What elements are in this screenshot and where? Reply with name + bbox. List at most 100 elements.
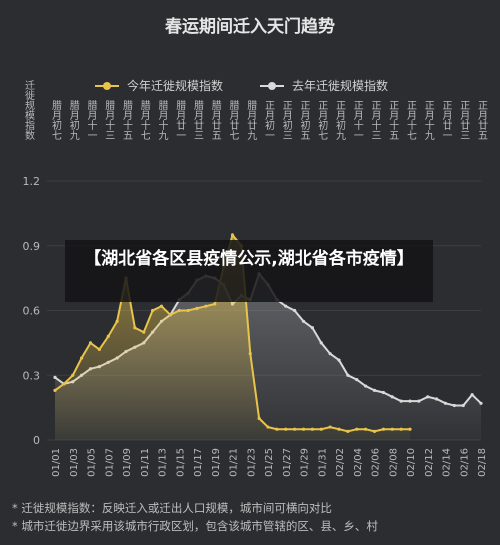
- point: [381, 390, 385, 395]
- point: [284, 304, 288, 308]
- point: [71, 373, 75, 377]
- point: [293, 308, 297, 313]
- point: [88, 341, 93, 345]
- point: [53, 375, 57, 380]
- point: [328, 352, 332, 356]
- x-tick-label: 02/08: [388, 448, 399, 477]
- x-tick-label: 02/06: [371, 448, 382, 477]
- legend-marker: [103, 82, 111, 90]
- point: [310, 326, 314, 330]
- point: [168, 313, 172, 317]
- point: [159, 304, 164, 308]
- point: [80, 356, 84, 360]
- x-tick-label: 01/29: [300, 448, 311, 477]
- x-tick-label: 02/02: [335, 448, 346, 477]
- point: [97, 347, 101, 351]
- top-label: 正月十三: [369, 100, 381, 140]
- point: [53, 388, 57, 392]
- point: [106, 334, 110, 338]
- point: [479, 401, 483, 405]
- x-tick-label: 02/10: [406, 448, 417, 477]
- point: [364, 427, 368, 431]
- point: [284, 427, 288, 431]
- top-label: 正月初七: [316, 100, 328, 140]
- top-label: 正月十九: [422, 100, 434, 140]
- legend-marker: [268, 82, 276, 90]
- point: [301, 319, 306, 323]
- y-tick-label: 0.3: [23, 369, 41, 382]
- point: [293, 427, 297, 431]
- point: [346, 429, 350, 433]
- point: [390, 427, 394, 431]
- top-label: 腊月初七: [50, 100, 62, 140]
- point: [319, 427, 323, 431]
- banner: 【湖北省各区县疫情公示,湖北省各市疫情】: [65, 240, 433, 302]
- y-tick-label: 0.6: [23, 305, 41, 318]
- top-label: 腊月廿九: [245, 100, 257, 140]
- legend-label: 今年迁徙规模指数: [127, 78, 223, 93]
- x-tick-label: 01/21: [229, 448, 240, 477]
- point: [195, 306, 199, 310]
- x-tick-label: 01/15: [175, 448, 186, 477]
- point: [275, 427, 279, 431]
- x-tick-label: 01/13: [158, 448, 169, 477]
- point: [408, 427, 412, 431]
- top-label: 腊月十五: [121, 100, 133, 140]
- top-label: 正月初五: [298, 100, 310, 140]
- top-label: 正月廿三: [458, 100, 470, 140]
- x-tick-label: 02/12: [424, 448, 435, 477]
- point: [151, 308, 155, 313]
- point: [399, 427, 403, 431]
- point: [177, 308, 181, 313]
- top-label: 腊月十九: [156, 100, 168, 140]
- point: [133, 326, 137, 330]
- point: [301, 427, 306, 431]
- point: [115, 319, 119, 323]
- x-tick-label: 02/18: [477, 448, 488, 477]
- y-tick-label: 0: [33, 434, 40, 447]
- point: [461, 403, 465, 408]
- x-tick-label: 01/27: [282, 448, 293, 477]
- point: [470, 393, 474, 397]
- point: [372, 388, 377, 392]
- point: [328, 425, 332, 429]
- point: [257, 416, 261, 421]
- x-tick-label: 01/11: [140, 448, 151, 477]
- x-tick-label: 01/31: [317, 448, 328, 477]
- x-tick-label: 01/03: [69, 448, 80, 477]
- top-label: 腊月初九: [67, 100, 79, 140]
- point: [390, 395, 394, 399]
- top-label: 腊月廿七: [227, 100, 239, 140]
- top-label: 腊月廿五: [209, 100, 221, 140]
- top-label: 腊月十一: [85, 100, 97, 140]
- top-label: 正月十五: [387, 100, 399, 140]
- top-label: 正月十一: [351, 100, 363, 140]
- point: [186, 308, 190, 313]
- footnote: * 迁徙规模指数：反映迁入或迁出人口规模，城市间可横向对比: [12, 501, 332, 515]
- point: [355, 427, 359, 431]
- x-tick-label: 01/23: [246, 448, 257, 477]
- top-label: 腊月十三: [103, 100, 115, 140]
- x-tick-label: 01/05: [87, 448, 98, 477]
- x-tick-label: 01/25: [264, 448, 275, 477]
- top-label: 正月初一: [263, 100, 275, 140]
- x-tick-label: 02/14: [442, 448, 453, 477]
- point: [435, 397, 439, 401]
- top-label: 正月初三: [280, 100, 292, 140]
- point: [452, 403, 456, 408]
- point: [337, 358, 341, 362]
- top-label: 腊月廿一: [174, 100, 186, 140]
- footnote: * 城市迁徙边界采用该城市行政区划，包含该城市管辖的区、县、乡、村: [12, 519, 378, 533]
- x-tick-label: 01/07: [104, 448, 115, 477]
- point: [372, 429, 377, 433]
- point: [443, 401, 448, 405]
- top-label: 正月廿一: [440, 100, 452, 140]
- x-tick-label: 02/16: [459, 448, 470, 477]
- top-label: 腊月十七: [138, 100, 150, 140]
- point: [248, 352, 252, 356]
- point: [266, 425, 270, 429]
- top-label: 腊月廿三: [192, 100, 204, 140]
- y-tick-label: 1.2: [23, 175, 41, 188]
- point: [142, 330, 146, 334]
